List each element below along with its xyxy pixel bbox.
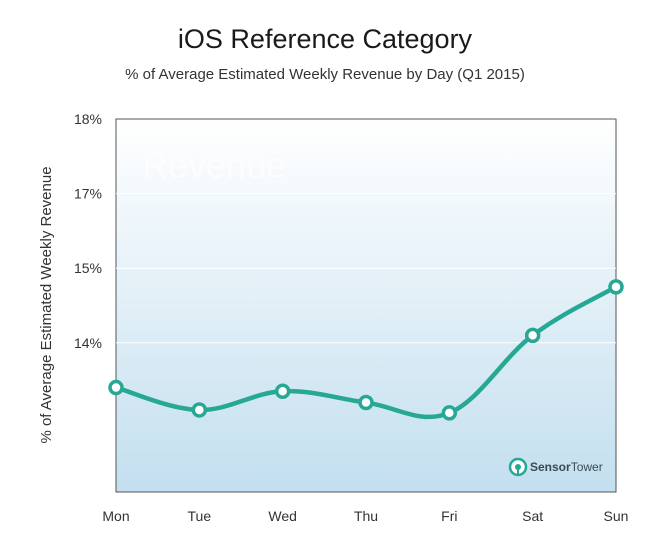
watermark-text: Revenue — [142, 145, 286, 186]
x-tick-label: Fri — [441, 508, 457, 524]
y-axis-ticks: 18% 17% 15% 14% — [74, 111, 102, 351]
y-tick-label: 18% — [74, 111, 102, 127]
data-point — [191, 402, 208, 418]
x-tick-label: Sat — [522, 508, 543, 524]
plot-area — [115, 118, 617, 493]
sensortower-logo: SensorTower — [508, 457, 603, 477]
logo-text-sensor: Sensor — [530, 460, 571, 474]
data-points — [108, 279, 624, 421]
data-point — [524, 327, 541, 344]
x-tick-label: Tue — [188, 508, 212, 524]
data-point — [608, 279, 624, 295]
x-tick-label: Wed — [268, 508, 297, 524]
y-axis-label: % of Average Estimated Weekly Revenue — [38, 166, 55, 443]
logo-text-tower: Tower — [571, 460, 603, 474]
chart-subtitle: % of Average Estimated Weekly Revenue by… — [125, 66, 525, 83]
chart-title: iOS Reference Category — [177, 24, 473, 54]
y-tick-label: 17% — [74, 186, 102, 202]
x-tick-label: Thu — [354, 508, 378, 524]
y-tick-label: 15% — [74, 260, 102, 276]
x-tick-label: Sun — [604, 508, 629, 524]
x-tick-label: Mon — [102, 508, 129, 524]
sensortower-logo-text: SensorTower — [530, 460, 603, 474]
data-point — [358, 394, 374, 411]
y-tick-label: 14% — [74, 335, 102, 351]
x-axis-ticks: Mon Tue Wed Thu Fri Sat Sun — [102, 508, 628, 524]
data-point — [441, 405, 458, 421]
data-point — [274, 383, 291, 400]
data-point — [108, 379, 124, 396]
